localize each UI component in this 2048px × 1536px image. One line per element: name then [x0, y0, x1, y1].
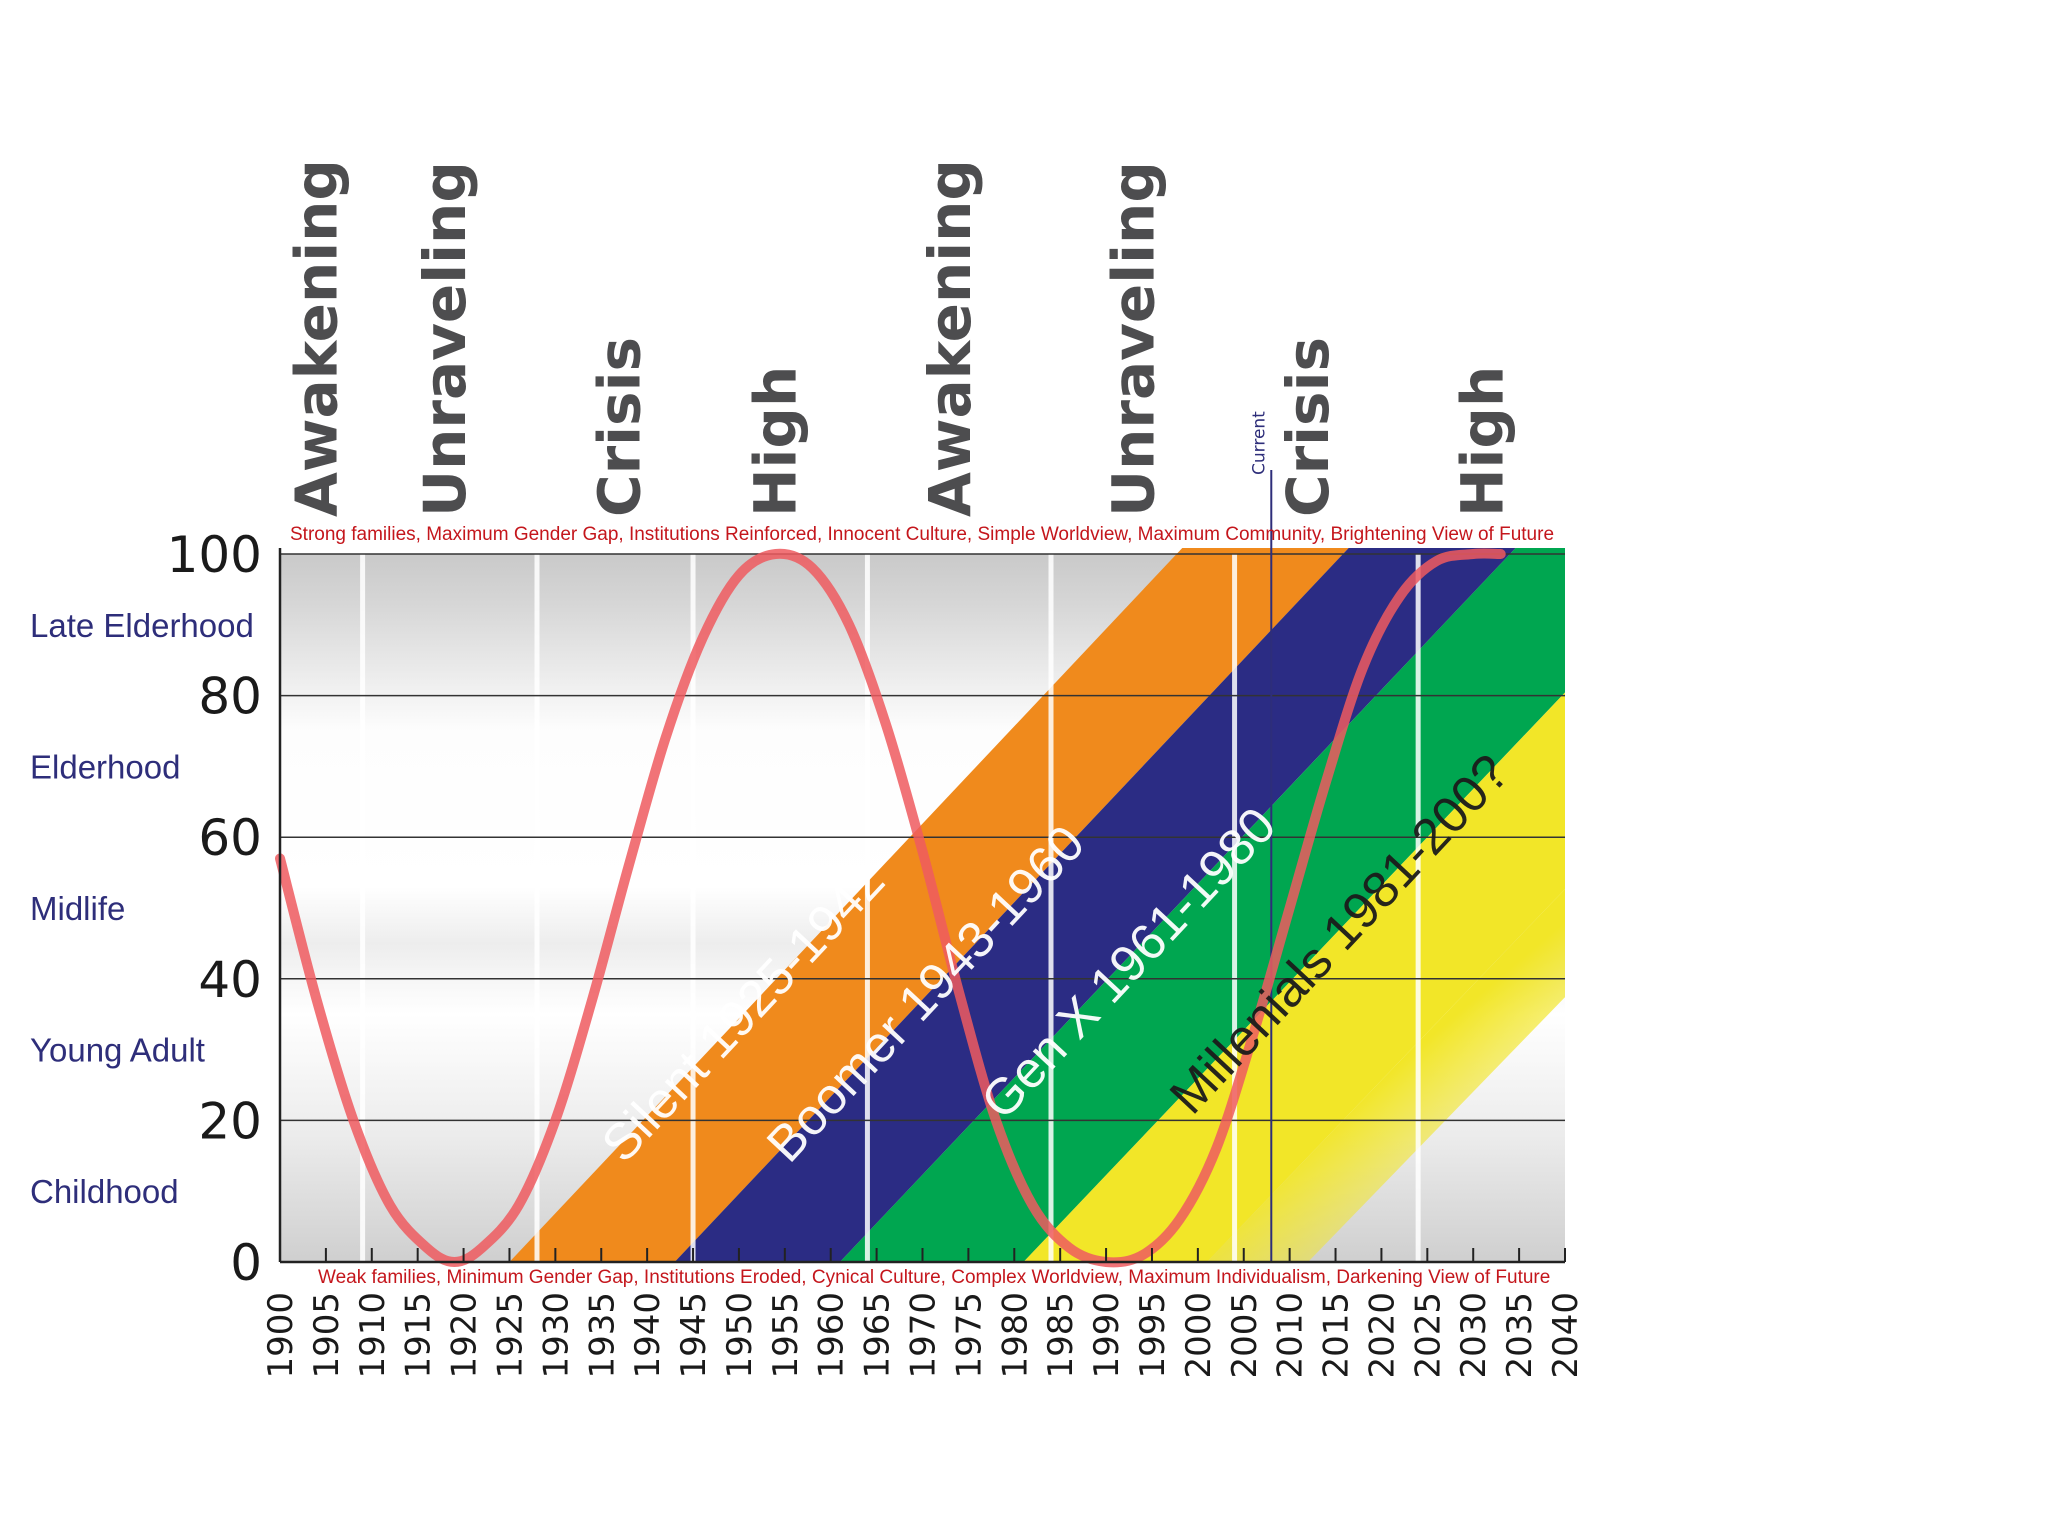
current-label: Current: [1249, 411, 1269, 475]
x-tick-label: 2030: [1454, 1292, 1494, 1379]
x-tick-label: 2035: [1500, 1292, 1540, 1379]
x-tick-label: 2040: [1546, 1292, 1586, 1379]
life-stage-label: Young Adult: [30, 1032, 205, 1069]
turning-label: Awakening: [916, 159, 984, 517]
saeculum-curve-line: [275, 548, 1506, 1268]
x-tick-label: 1950: [720, 1292, 760, 1379]
x-tick-label: 2005: [1225, 1292, 1265, 1379]
bottom-note: Weak families, Minimum Gender Gap, Insti…: [318, 1267, 1550, 1288]
x-tick-label: 1975: [949, 1292, 989, 1379]
x-tick-label: 1930: [536, 1292, 576, 1379]
current-marker: Current: [1249, 411, 1273, 1262]
turning-label: Awakening: [283, 159, 351, 517]
turning-label: Unraveling: [1100, 161, 1168, 517]
y-tick-label: 40: [198, 951, 262, 1009]
x-tick-label: 1900: [261, 1292, 301, 1379]
life-stage-label: Elderhood: [30, 748, 180, 785]
generation-band: [674, 548, 1516, 1262]
turning-label: High: [1448, 366, 1516, 517]
turning-label: High: [742, 366, 810, 517]
x-tick-label: 1985: [1041, 1292, 1081, 1379]
x-tick-label: 2020: [1362, 1292, 1402, 1379]
x-tick-label: 2025: [1408, 1292, 1448, 1379]
x-tick-label: 1990: [1087, 1292, 1127, 1379]
y-tick-label: 80: [198, 668, 262, 726]
turning-label: Unraveling: [411, 161, 479, 517]
y-tick-label: 100: [167, 526, 262, 584]
x-tick-label: 1965: [858, 1292, 898, 1379]
generation-band: [1023, 692, 1565, 1262]
x-tick-label: 1960: [812, 1292, 852, 1379]
life-stage-label: Childhood: [30, 1173, 179, 1210]
life-stage-label: Midlife: [30, 890, 125, 927]
x-tick-label: 2015: [1317, 1292, 1357, 1379]
generation-band: [839, 548, 1565, 1262]
x-tick-label: 1915: [399, 1292, 439, 1379]
x-tick-label: 1935: [582, 1292, 622, 1379]
turning-boundaries: [360, 554, 1421, 1262]
generation-bands: [509, 548, 1565, 1262]
x-tick-label: 2010: [1271, 1292, 1311, 1379]
turning-label: Crisis: [586, 337, 654, 517]
top-note: Strong families, Maximum Gender Gap, Ins…: [290, 524, 1554, 545]
x-tick-label: 1920: [445, 1292, 485, 1379]
life-stage-labels: Late Elderhood Elderhood Midlife Young Adul…: [30, 607, 254, 1210]
x-tick-label: 1945: [674, 1292, 714, 1379]
x-tick-labels: 1900 1905 1910 1915 1920 1925 1930 1935 1940 1945…: [261, 1292, 1586, 1379]
y-tick-label: 20: [198, 1092, 262, 1150]
x-tick-label: 1970: [904, 1292, 944, 1379]
x-tick-label: 1910: [353, 1292, 393, 1379]
axes: [278, 548, 1566, 1264]
y-tick-label: 0: [230, 1234, 262, 1292]
turning-labels: Awakening Unraveling Crisis High Awakening Un…: [283, 159, 1517, 517]
generation-band-fade: [1207, 889, 1565, 1262]
x-tick-label: 1925: [490, 1292, 530, 1379]
x-tick-label: 1955: [766, 1292, 806, 1379]
generation-band: [509, 548, 1349, 1262]
x-tick-label: 2000: [1179, 1292, 1219, 1379]
x-tick-label: 1940: [628, 1292, 668, 1379]
turning-label: Crisis: [1274, 337, 1342, 517]
y-tick-label: 60: [198, 809, 262, 867]
y-tick-labels: 0 20 40 60 80 100: [167, 526, 262, 1292]
life-stage-label: Late Elderhood: [30, 607, 254, 644]
x-tick-label: 1995: [1133, 1292, 1173, 1379]
x-tick-label: 1905: [307, 1292, 347, 1379]
saeculum-curve: [275, 548, 1506, 1268]
notes: Strong families, Maximum Gender Gap, Ins…: [290, 524, 1554, 1288]
x-tick-label: 1980: [995, 1292, 1035, 1379]
